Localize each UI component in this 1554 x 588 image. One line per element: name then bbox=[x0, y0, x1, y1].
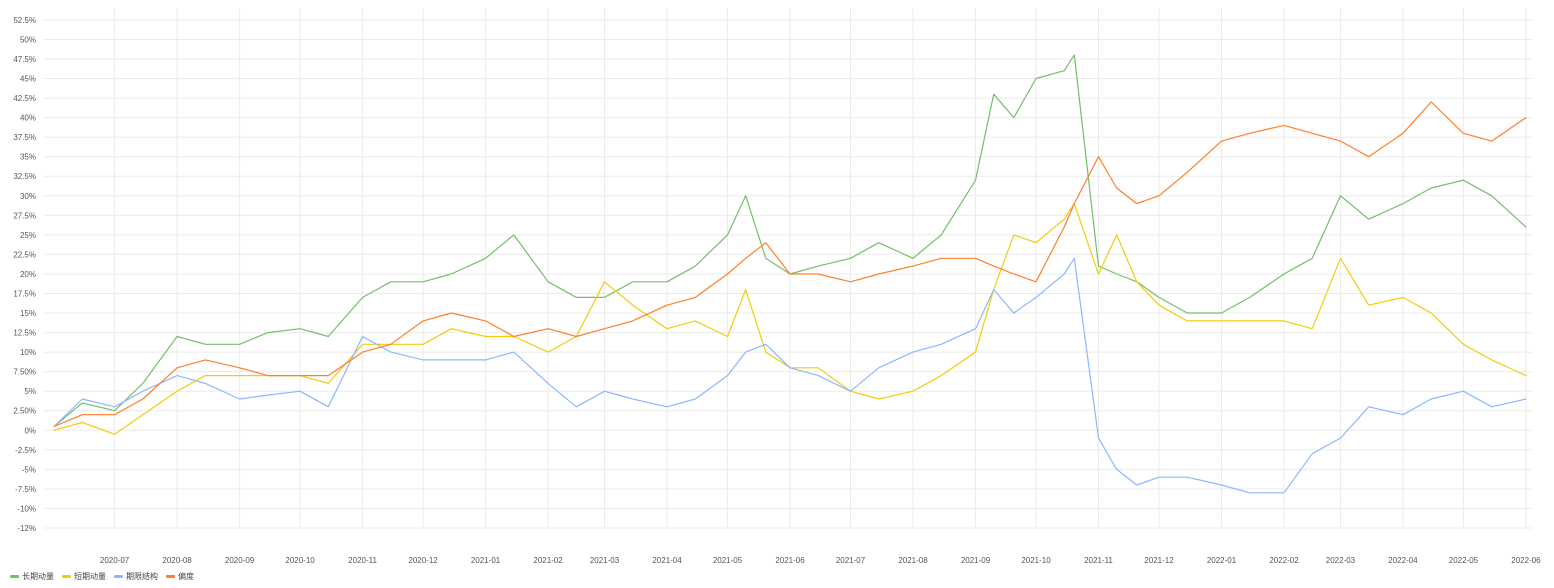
y-tick-label: 17.5% bbox=[13, 289, 36, 298]
legend-label: 短期动量 bbox=[74, 572, 106, 581]
y-tick-label: 2.50% bbox=[13, 407, 36, 416]
x-tick-label: 2020-08 bbox=[162, 556, 192, 565]
y-tick-label: 25% bbox=[20, 231, 36, 240]
legend: 长期动量 短期动量 期限结构 偏度 bbox=[10, 571, 194, 582]
x-tick-label: 2021-01 bbox=[471, 556, 501, 565]
y-tick-label: 27.5% bbox=[13, 211, 36, 220]
x-tick-label: 2021-06 bbox=[775, 556, 805, 565]
y-tick-label: 20% bbox=[20, 270, 36, 279]
y-axis: 52.5% 50% 47.5% 45% 42.5% 40% 37.5% 35% 32.5% 30%… bbox=[13, 16, 36, 533]
y-tick-label: 0% bbox=[24, 426, 36, 435]
series-line-1 bbox=[53, 203, 1527, 435]
y-tick-label: 47.5% bbox=[13, 55, 36, 64]
y-tick-label: 22.5% bbox=[13, 250, 36, 259]
x-tick-label: 2021-07 bbox=[836, 556, 866, 565]
y-tick-label: -7.5% bbox=[15, 485, 36, 494]
y-tick-label: 32.5% bbox=[13, 172, 36, 181]
x-tick-label: 2021-02 bbox=[533, 556, 563, 565]
x-tick-label: 2020-10 bbox=[285, 556, 315, 565]
line-chart: 52.5% 50% 47.5% 45% 42.5% 40% 37.5% 35% 32.5% 30%… bbox=[13, 8, 1541, 565]
x-tick-label: 2022-04 bbox=[1388, 556, 1418, 565]
legend-item-long-momentum[interactable]: 长期动量 bbox=[10, 571, 54, 582]
series-line-0 bbox=[53, 54, 1527, 427]
x-tick-label: 2021-10 bbox=[1021, 556, 1051, 565]
y-tick-label: 42.5% bbox=[13, 94, 36, 103]
x-tick-label: 2020-11 bbox=[348, 556, 377, 565]
legend-swatch bbox=[62, 575, 71, 578]
legend-swatch bbox=[10, 575, 19, 578]
grid bbox=[44, 8, 1532, 529]
x-tick-label: 2020-12 bbox=[408, 556, 438, 565]
legend-label: 偏度 bbox=[178, 572, 194, 581]
y-tick-label: 10% bbox=[20, 348, 36, 357]
y-tick-label: -12% bbox=[17, 524, 36, 533]
y-tick-label: 30% bbox=[20, 192, 36, 201]
y-tick-label: 7.50% bbox=[13, 368, 36, 377]
x-tick-label: 2021-08 bbox=[898, 556, 928, 565]
y-tick-label: 45% bbox=[20, 75, 36, 84]
legend-item-skewness[interactable]: 偏度 bbox=[166, 571, 194, 582]
series-line-2 bbox=[53, 257, 1527, 494]
x-tick-label: 2021-09 bbox=[961, 556, 991, 565]
y-tick-label: 40% bbox=[20, 114, 36, 123]
series-line-3 bbox=[53, 101, 1527, 427]
y-tick-label: 15% bbox=[20, 309, 36, 318]
x-tick-label: 2021-12 bbox=[1144, 556, 1174, 565]
y-tick-label: 50% bbox=[20, 35, 36, 44]
x-tick-label: 2021-03 bbox=[590, 556, 620, 565]
legend-label: 期限结构 bbox=[126, 572, 158, 581]
y-tick-label: -10% bbox=[17, 504, 36, 513]
y-tick-label: 5% bbox=[24, 387, 36, 396]
x-tick-label: 2021-11 bbox=[1084, 556, 1113, 565]
series-lines bbox=[53, 54, 1527, 494]
legend-swatch bbox=[114, 575, 123, 578]
x-tick-label: 2022-02 bbox=[1269, 556, 1299, 565]
y-tick-label: 37.5% bbox=[13, 133, 36, 142]
x-tick-label: 2022-01 bbox=[1207, 556, 1237, 565]
x-axis: 2020-07 2020-08 2020-09 2020-10 2020-11 2020-… bbox=[100, 556, 1541, 565]
x-tick-label: 2022-05 bbox=[1449, 556, 1479, 565]
legend-label: 长期动量 bbox=[22, 572, 54, 581]
x-tick-label: 2021-05 bbox=[713, 556, 743, 565]
x-tick-label: 2022-06 bbox=[1511, 556, 1541, 565]
x-tick-label: 2022-03 bbox=[1326, 556, 1356, 565]
legend-item-term-structure[interactable]: 期限结构 bbox=[114, 571, 158, 582]
y-tick-label: 52.5% bbox=[13, 16, 36, 25]
x-tick-label: 2021-04 bbox=[652, 556, 682, 565]
y-tick-label: -5% bbox=[22, 465, 36, 474]
legend-item-short-momentum[interactable]: 短期动量 bbox=[62, 571, 106, 582]
legend-swatch bbox=[166, 575, 175, 578]
x-tick-label: 2020-07 bbox=[100, 556, 130, 565]
x-tick-label: 2020-09 bbox=[225, 556, 255, 565]
y-tick-label: -2.5% bbox=[15, 446, 36, 455]
y-tick-label: 35% bbox=[20, 153, 36, 162]
y-tick-label: 12.5% bbox=[13, 329, 36, 338]
